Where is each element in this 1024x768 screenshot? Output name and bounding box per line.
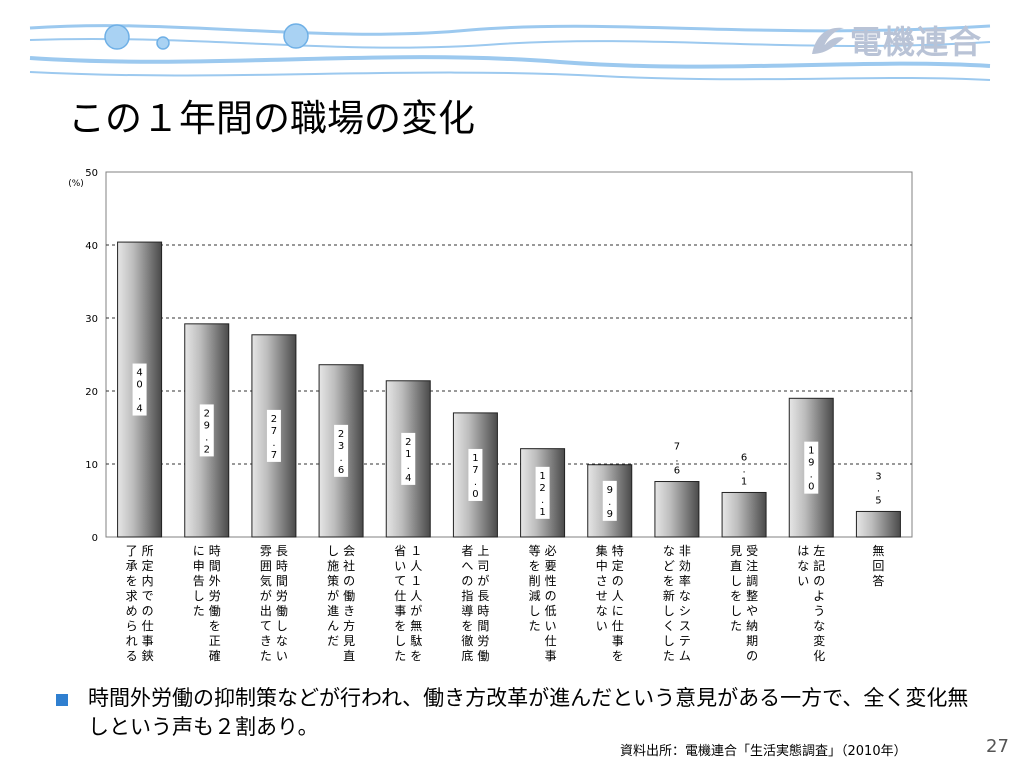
x-tick-label: 無回答 (872, 543, 884, 588)
data-label-bg (401, 432, 416, 485)
data-label: 6.1 (741, 452, 747, 487)
x-tick-label: 所定内での仕事鋏 (142, 544, 154, 663)
data-label: 3.5 (875, 471, 881, 506)
x-tick-label: し施策が進んだ (327, 544, 339, 648)
bar (855, 510, 901, 538)
data-label-bg (266, 409, 281, 462)
data-label-bg (804, 441, 819, 494)
bubble-decoration (156, 36, 170, 50)
x-tick-label: などを新しくした (663, 544, 675, 663)
square-bullet-icon (56, 694, 68, 706)
page-number: 27 (986, 736, 1009, 757)
bullet-text: 時間外労働の抑制策などが行われ、働き方改革が進んだという意見がある一方で、全く変… (88, 686, 969, 739)
bar (721, 491, 767, 538)
x-tick-label: 必要性の低い仕事 (545, 544, 557, 663)
logo: 電機連合 (806, 18, 982, 62)
logo-mark-icon (812, 27, 844, 54)
y-tick-label: 20 (85, 387, 98, 398)
x-tick-label: 見直しをした (730, 544, 742, 633)
y-tick-label: 0 (92, 533, 98, 544)
plot-area (105, 171, 913, 538)
wave-line (29, 71, 991, 81)
y-tick-label: 40 (85, 241, 98, 252)
x-tick-label: はない (797, 544, 809, 588)
page-title: この１年間の職場の変化 (68, 97, 475, 140)
data-label-bg (602, 480, 617, 521)
x-tick-label: に申告した (193, 544, 205, 618)
data-label: 9.9 (607, 485, 613, 520)
x-tick-label: 会社の働き方見直 (343, 544, 355, 663)
y-tick-label: 30 (85, 314, 98, 325)
bubble-decoration (104, 24, 130, 50)
data-label-bg (199, 404, 214, 457)
logo-text: 電機連合 (850, 23, 983, 61)
header-wave-decoration (29, 23, 991, 81)
x-tick-label: 了承を求められる (126, 544, 138, 663)
x-tick-label: 長時間労働しない (276, 544, 288, 663)
wave-line (29, 55, 991, 69)
x-tick-label: 省いて仕事をした (394, 544, 406, 663)
data-label-bg (468, 448, 483, 501)
x-tick-label: 非効率なシステム (679, 544, 691, 663)
x-tick-label: １人１人が無駄を (410, 544, 422, 663)
x-tick-label: 左記のような変化 (813, 543, 825, 663)
wave-line (29, 24, 991, 36)
bar (654, 481, 700, 538)
x-tick-label: 特定の人に仕事を (612, 543, 624, 663)
data-label-bg (132, 363, 147, 416)
x-tick-label: 受注調整や納期の (746, 544, 758, 663)
x-tick-label: 上司が長時間労働 (477, 544, 489, 663)
x-tick-label: 時間外労働を正確 (209, 544, 221, 663)
data-label-bg (535, 466, 550, 519)
x-tick-label: 者への指導を徹底 (461, 544, 473, 663)
x-tick-label: 集中させない (596, 543, 608, 633)
y-axis-unit: (%) (68, 179, 84, 189)
x-tick-label: 雰囲気が出てきた (260, 544, 272, 663)
y-tick-label: 50 (85, 168, 98, 179)
data-label: 7.6 (674, 442, 680, 477)
source-note: 資料出所：電機連合「生活実態調査」（2010年） (620, 744, 907, 759)
x-tick-label: 等を削減した (529, 544, 541, 633)
bubble-decoration (283, 23, 309, 49)
data-label-bg (334, 424, 349, 477)
y-tick-label: 10 (85, 460, 98, 471)
